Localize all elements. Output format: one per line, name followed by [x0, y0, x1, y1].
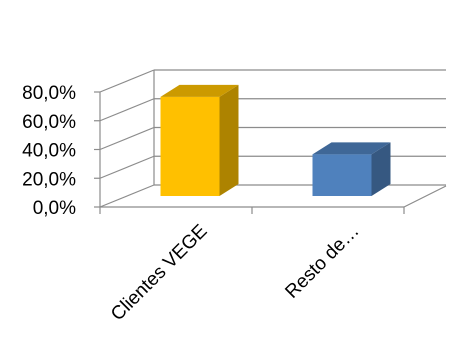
side-gridline [99, 184, 155, 208]
bar-0 [160, 84, 239, 196]
side-gridline [99, 126, 155, 151]
y-tick-label: 60,0% [22, 112, 76, 133]
y-tick-label: 0,0% [33, 198, 76, 219]
y-tick-label: 80,0% [22, 83, 76, 104]
bars [160, 84, 391, 196]
side-gridline [99, 155, 155, 179]
gridlines [99, 69, 446, 208]
bar-top [312, 142, 391, 155]
bar-top [160, 84, 239, 97]
y-tick-label: 40,0% [22, 141, 76, 162]
bar-1 [312, 142, 391, 196]
y-tick-label: 20,0% [22, 169, 76, 190]
bar-front [160, 96, 220, 196]
side-gridline [99, 69, 155, 93]
floor-right-edge [403, 185, 447, 208]
axes [94, 70, 447, 214]
x-tick-label: Clientes VEGE [107, 221, 211, 325]
x-tick-label: Resto de… [281, 221, 363, 303]
bar-side [219, 84, 239, 196]
bar-side [371, 142, 391, 196]
bar-front [312, 154, 372, 196]
side-gridline [99, 98, 155, 122]
